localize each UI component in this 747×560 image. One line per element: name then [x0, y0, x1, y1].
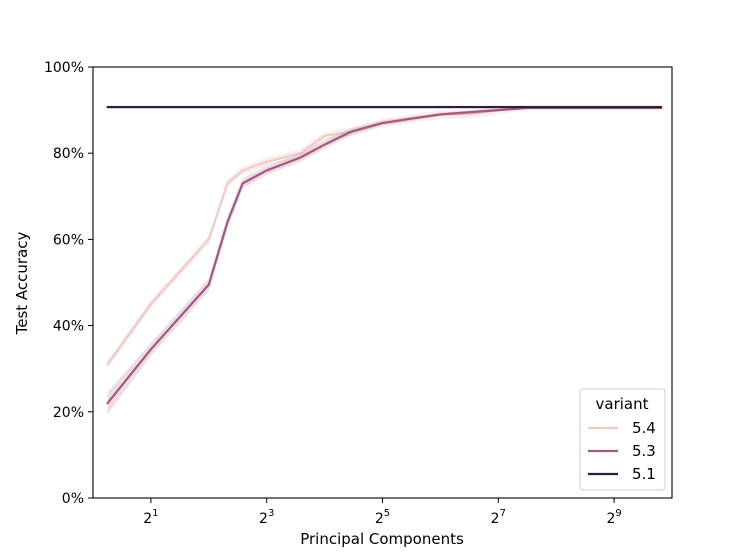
legend-label: 5.4 — [632, 419, 656, 437]
series-band-5-3 — [107, 106, 662, 414]
x-axis-label: Principal Components — [300, 530, 464, 548]
x-tick-label: 21 — [143, 508, 158, 527]
legend-title: variant — [596, 395, 649, 413]
series-line-5-4 — [106, 106, 663, 366]
legend: variant 5.4 5.3 5.1 — [579, 388, 666, 491]
y-tick-label: 80% — [53, 146, 84, 162]
legend-box — [579, 388, 666, 491]
x-tick-label: 23 — [259, 508, 274, 527]
y-axis-label: Test Accuracy — [13, 231, 31, 335]
y-axis: 0% 20% 40% 60% 80% 100% — [44, 60, 93, 507]
series-band-5-4 — [107, 105, 662, 369]
x-tick-label: 29 — [606, 508, 621, 527]
y-tick-label: 0% — [62, 491, 84, 507]
legend-label: 5.3 — [632, 442, 656, 460]
y-tick-label: 100% — [44, 60, 84, 76]
y-tick-label: 40% — [53, 319, 84, 335]
x-tick-label: 27 — [491, 508, 506, 527]
x-axis: 21 23 25 27 29 — [143, 498, 622, 527]
y-tick-label: 20% — [53, 405, 84, 421]
plot-area — [106, 105, 663, 414]
y-tick-label: 60% — [53, 232, 84, 248]
x-tick-label: 25 — [375, 508, 390, 527]
legend-label: 5.1 — [632, 465, 656, 483]
